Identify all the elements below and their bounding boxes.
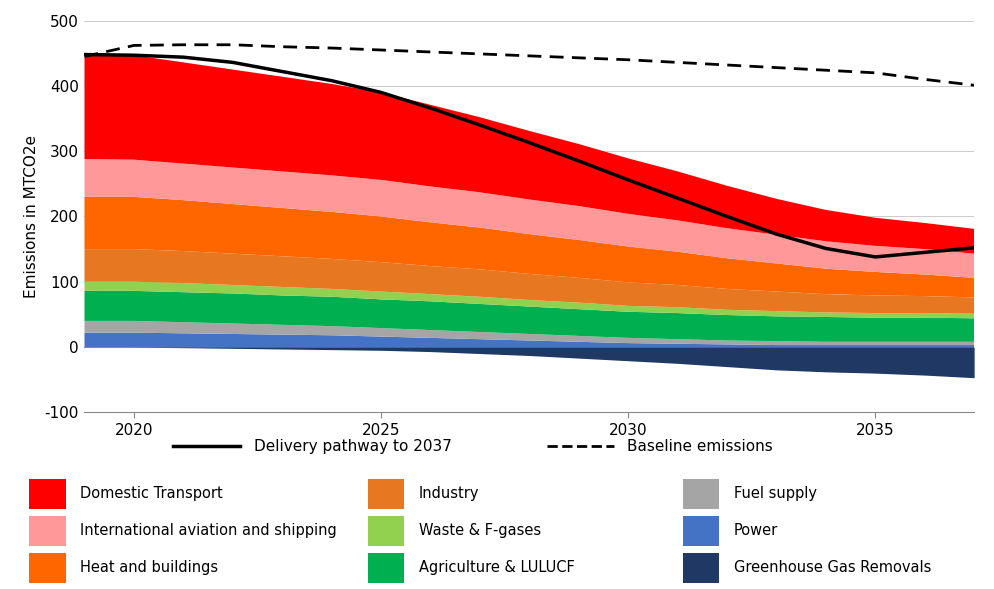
Bar [30,515,66,546]
Bar [368,515,405,546]
Text: Heat and buildings: Heat and buildings [80,560,218,575]
Bar [683,552,720,583]
Bar [368,478,405,509]
Text: Fuel supply: Fuel supply [734,487,817,501]
Bar [30,552,66,583]
Text: Industry: Industry [418,487,479,501]
Text: Domestic Transport: Domestic Transport [80,487,223,501]
Text: Agriculture & LULUCF: Agriculture & LULUCF [418,560,575,575]
Bar [683,478,720,509]
Bar [683,515,720,546]
Bar [30,478,66,509]
Y-axis label: Emissions in MTCO2e: Emissions in MTCO2e [24,135,39,298]
Text: International aviation and shipping: International aviation and shipping [80,523,337,538]
Text: Greenhouse Gas Removals: Greenhouse Gas Removals [734,560,931,575]
Text: Baseline emissions: Baseline emissions [627,439,773,454]
Text: Waste & F-gases: Waste & F-gases [418,523,541,538]
Bar [368,552,405,583]
Text: Power: Power [734,523,778,538]
Text: Delivery pathway to 2037: Delivery pathway to 2037 [253,439,451,454]
